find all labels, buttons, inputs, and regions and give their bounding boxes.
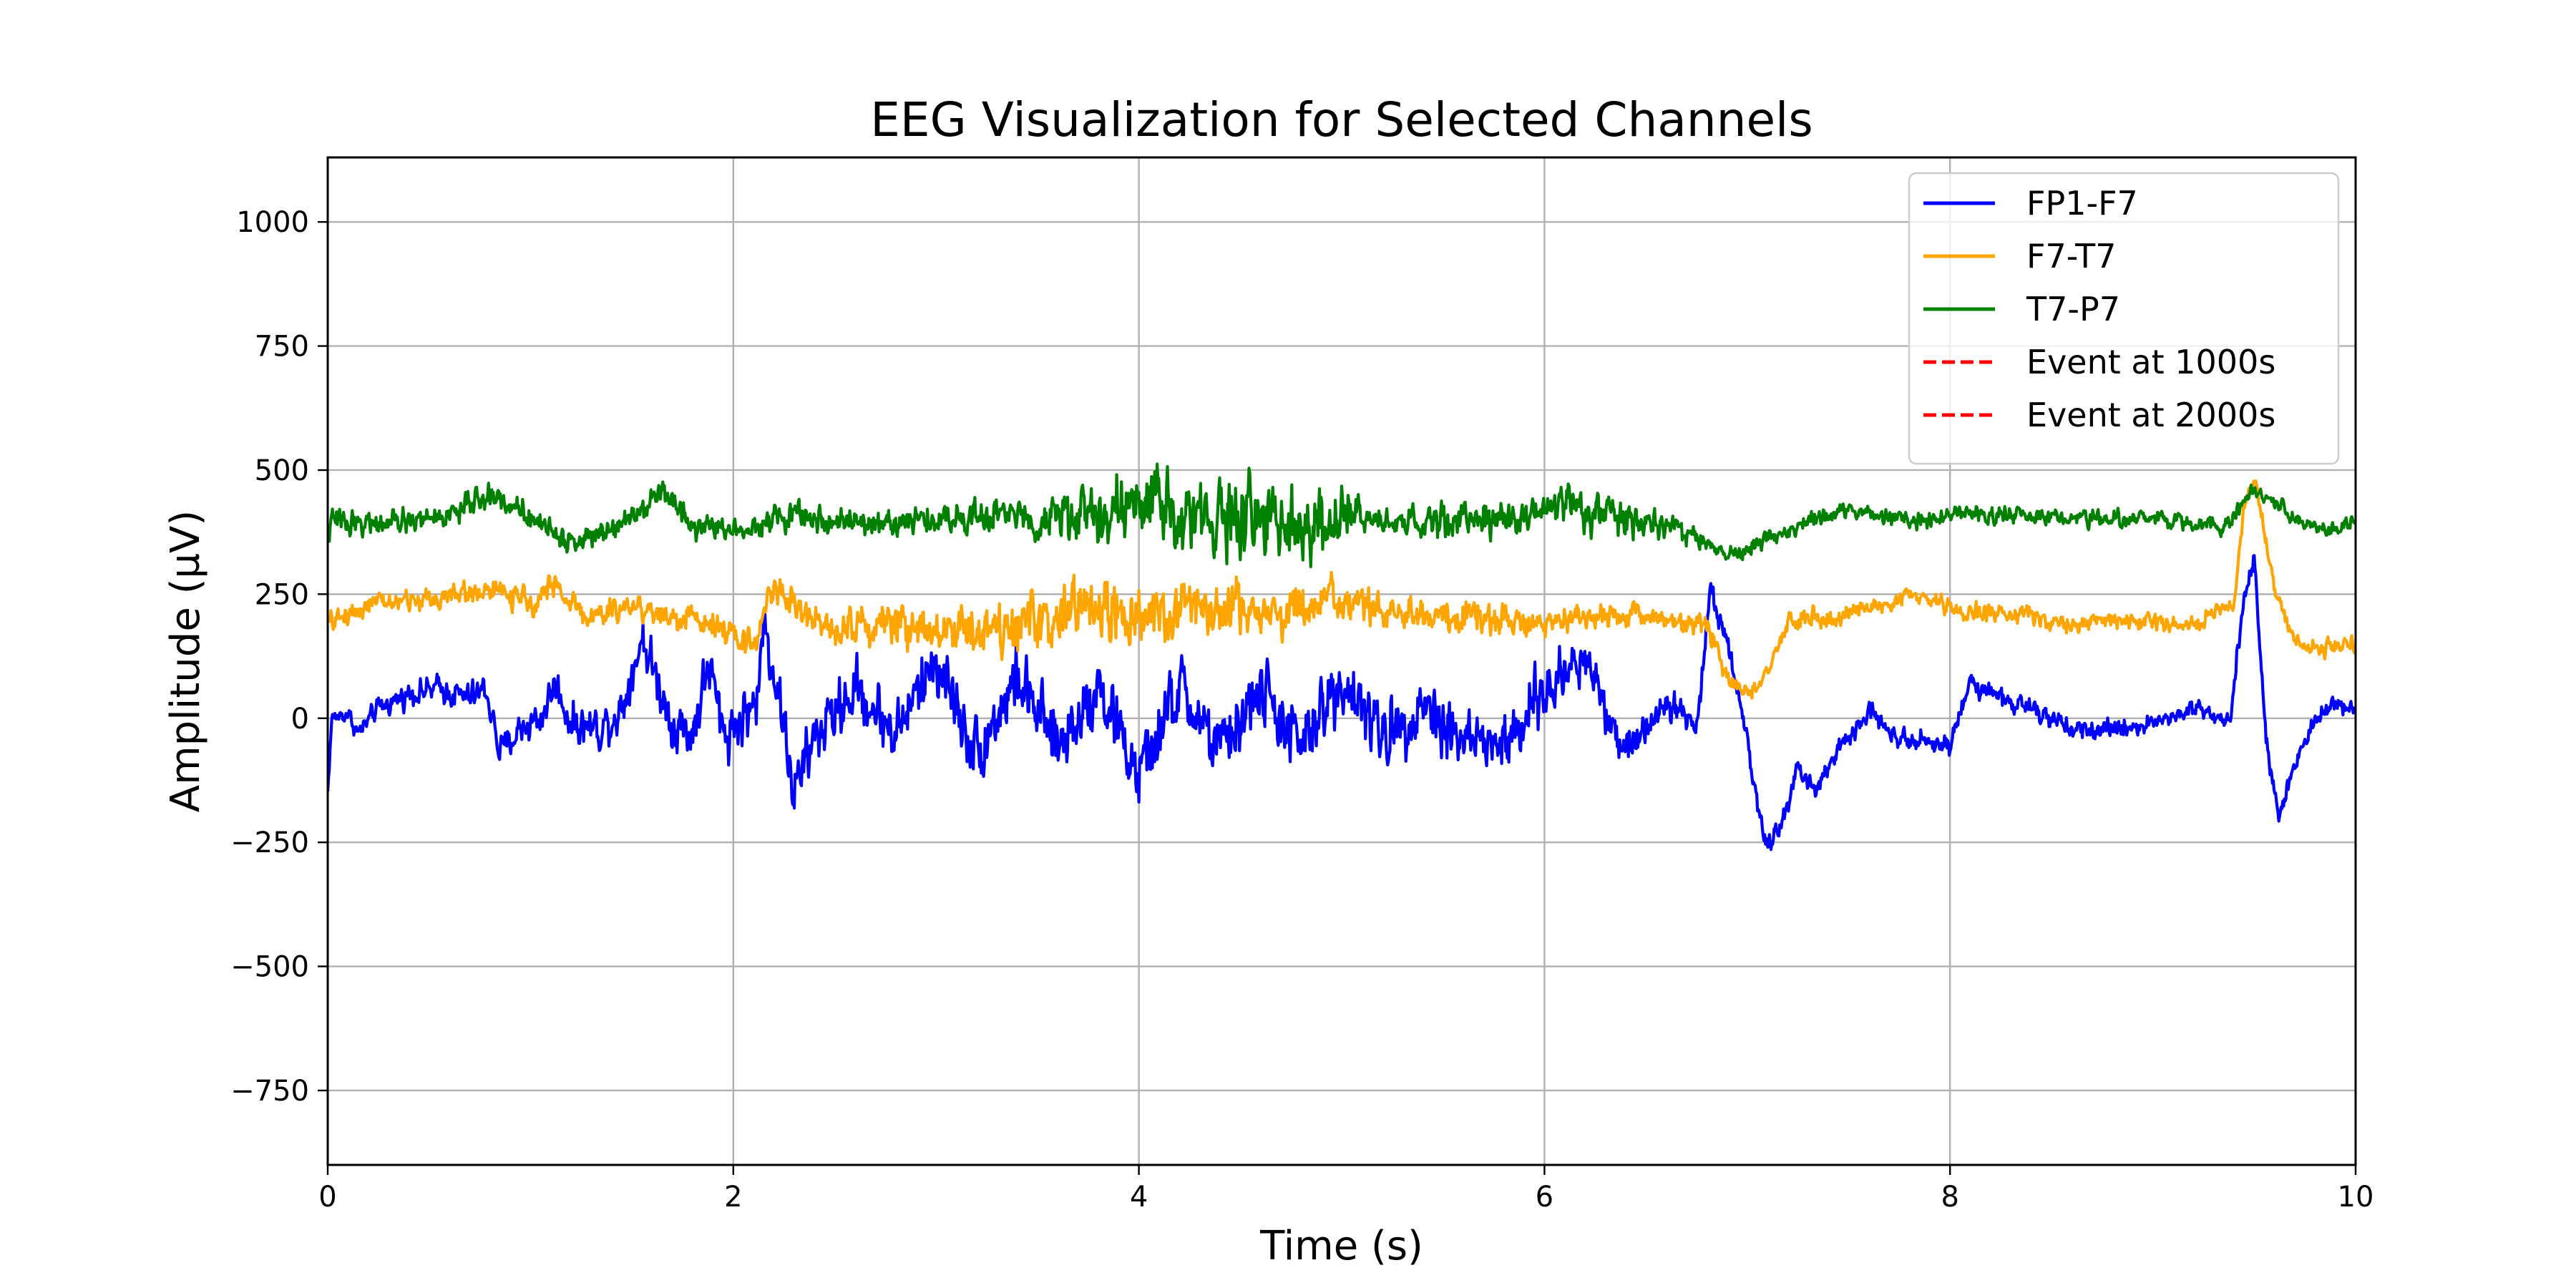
series-line-fp1-f7 bbox=[328, 554, 2356, 852]
series-line-f7-t7 bbox=[328, 479, 2356, 700]
legend-label: FP1-F7 bbox=[2026, 184, 2138, 223]
legend-label: Event at 2000s bbox=[2026, 396, 2275, 434]
y-tick-label: 1000 bbox=[236, 206, 309, 239]
y-tick-label: −250 bbox=[230, 826, 309, 859]
chart-title: EEG Visualization for Selected Channels bbox=[870, 92, 1813, 147]
y-tick-label: 0 bbox=[291, 703, 309, 736]
legend: FP1-F7 F7-T7 T7-P7 Event at 1000s Event at 2… bbox=[1908, 172, 2340, 465]
x-tick-label: 2 bbox=[724, 1181, 742, 1214]
grid bbox=[326, 157, 2357, 1165]
plot-area bbox=[328, 462, 2356, 852]
x-axis-label: Time (s) bbox=[1259, 1223, 1423, 1269]
x-tick-label: 0 bbox=[318, 1181, 336, 1214]
y-tick-label: 750 bbox=[255, 331, 309, 364]
x-tick-label: 8 bbox=[1941, 1181, 1958, 1214]
y-tick-label: 250 bbox=[255, 578, 309, 611]
y-tick-label: 500 bbox=[255, 454, 309, 487]
legend-label: Event at 1000s bbox=[2026, 343, 2275, 381]
axes-frame bbox=[326, 156, 2357, 1166]
series-line-t7-p7 bbox=[328, 462, 2356, 569]
legend-label: F7-T7 bbox=[2026, 237, 2116, 275]
y-tick-label: −750 bbox=[230, 1075, 309, 1108]
x-tick-label: 4 bbox=[1130, 1181, 1148, 1214]
x-tick-label: 6 bbox=[1536, 1181, 1553, 1214]
y-tick-label: −500 bbox=[230, 951, 309, 984]
legend-label: T7-P7 bbox=[2026, 290, 2120, 328]
x-tick-label: 10 bbox=[2338, 1181, 2374, 1214]
legend-box bbox=[1908, 172, 2340, 465]
axis-ticks: 0 2 4 6 8 10 −750 −500 −250 0 250 500 750 1000 bbox=[230, 206, 2373, 1214]
y-axis-label: Amplitude (µV) bbox=[162, 510, 209, 812]
